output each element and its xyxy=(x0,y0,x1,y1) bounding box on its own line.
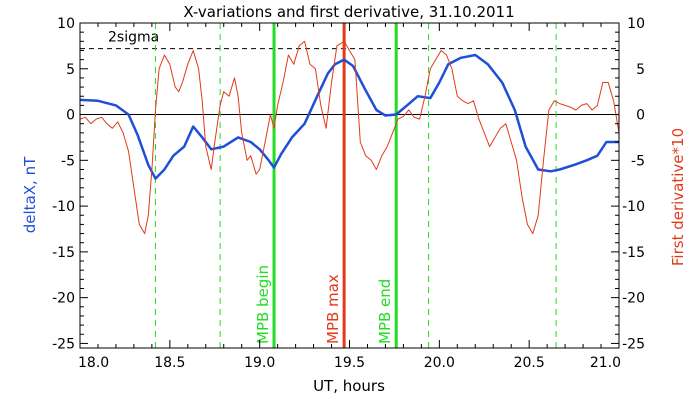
marker-label-0: MPB begin xyxy=(254,265,272,344)
x-tick-label-0: 18.0 xyxy=(78,355,109,371)
x-tick-label-4: 20.0 xyxy=(424,355,455,371)
y-tick-label-right-7: -25 xyxy=(622,336,645,352)
x-tick-label-6: 21.0 xyxy=(590,355,621,371)
y-tick-label-left-3: -5 xyxy=(61,153,75,169)
y-tick-label-right-3: -5 xyxy=(631,153,645,169)
x-axis-label: UT, hours xyxy=(313,377,385,395)
y-tick-label-right-5: -15 xyxy=(622,245,645,261)
threshold-label: 2sigma xyxy=(108,30,159,46)
x-tick-label-1: 18.5 xyxy=(154,355,185,371)
plot-frame xyxy=(79,22,620,349)
plot-content: 2sigma xyxy=(80,23,619,348)
plot-area: 2sigma MPB begin MPB max MPB end xyxy=(80,23,619,348)
x-tick-label-5: 20.5 xyxy=(514,355,545,371)
axes: 10 105 50 0-5 -5-10 -10-15 -15-20 -20-25 -2518.0… xyxy=(52,16,645,371)
y-tick-label-left-2: 0 xyxy=(66,108,75,124)
series-line-0 xyxy=(80,53,619,180)
chart-title: X-variations and first derivative, 31.10… xyxy=(183,3,514,21)
y-tick-label-left-0: 10 xyxy=(57,16,75,32)
y-tick-label-left-7: -25 xyxy=(52,336,75,352)
y-tick-label-right-2: 0 xyxy=(636,108,645,124)
marker-label-1: MPB max xyxy=(324,274,342,344)
y-axis-label-left: deltaX, nT xyxy=(21,156,39,233)
x-tick-label-3: 19.5 xyxy=(334,355,365,371)
y-tick-label-left-1: 5 xyxy=(66,62,75,78)
y-tick-label-left-5: -15 xyxy=(52,245,75,261)
y-tick-label-right-1: 5 xyxy=(636,62,645,78)
y-tick-label-right-4: -10 xyxy=(622,199,645,215)
y-axis-label-right: First derivative*10 xyxy=(669,128,687,266)
series-line-1 xyxy=(80,40,619,235)
y-tick-label-left-4: -10 xyxy=(52,199,75,215)
y-tick-label-right-0: 10 xyxy=(627,16,645,32)
y-tick-label-right-6: -20 xyxy=(622,291,645,307)
x-tick-label-2: 19.0 xyxy=(244,355,275,371)
marker-label-2: MPB end xyxy=(376,279,394,344)
y-tick-label-left-6: -20 xyxy=(52,291,75,307)
